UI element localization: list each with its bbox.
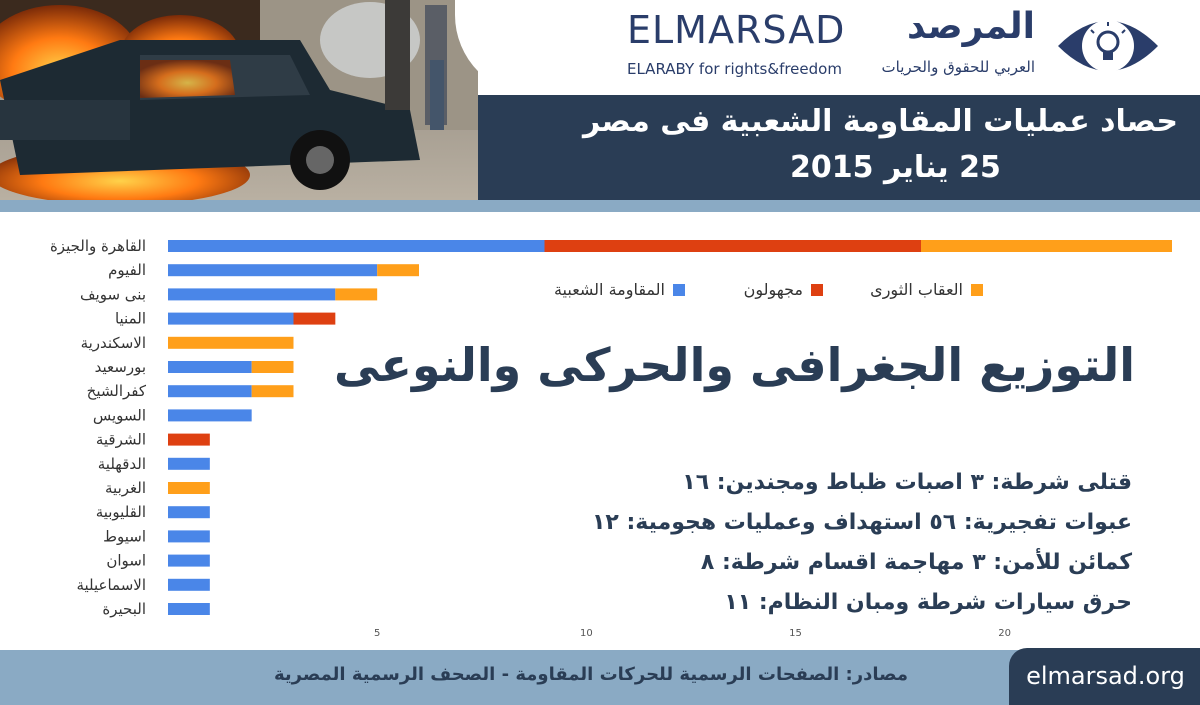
stat-line: حرق سيارات شرطة ومبان النظام: ١١ [724, 590, 1132, 615]
legend-swatch [971, 283, 983, 296]
bar-segment [168, 482, 210, 494]
tick-labels-group: 5 10 15 20 [374, 628, 1011, 639]
title-band [478, 95, 1200, 200]
category-label: القليوبية [96, 503, 146, 521]
legend-label: مجهولون [743, 280, 803, 299]
stat-line: قتلى شرطة: ٣ اصبات ظباط ومجندين: ١٦ [682, 470, 1132, 495]
header: ELMARSAD ELARABY for rights&freedom المر… [0, 0, 1200, 200]
brand-tagline-en: ELARABY for rights&freedom [627, 60, 842, 78]
category-label: الفيوم [108, 261, 146, 279]
stacked-bar-chart: القاهرة والجيزة الفيوم بنى سويف المنيا الاسك… [50, 237, 1172, 639]
brand-name-ar: المرصد [907, 6, 1035, 47]
bar-segment [168, 578, 210, 591]
bar-segment [168, 336, 294, 349]
header-photo [0, 0, 478, 200]
bar-segment [168, 288, 336, 301]
category-label: الشرقية [96, 431, 146, 449]
x-tick-label: 20 [998, 628, 1011, 639]
legend-swatch [673, 283, 685, 296]
category-label: الاسكندرية [81, 334, 146, 352]
chart-legend: العقاب الثورى مجهولون المقاومة الشعبية [505, 280, 995, 304]
category-label: المنيا [115, 310, 146, 328]
burning-car-image [0, 0, 478, 200]
category-labels-group: القاهرة والجيزة الفيوم بنى سويف المنيا الاسك… [50, 237, 147, 618]
legend-item-popular-resistance: المقاومة الشعبية [554, 280, 685, 299]
bar-segment [377, 264, 419, 277]
category-label: الدقهلية [98, 455, 146, 473]
bar-segment [921, 240, 1172, 252]
category-label: الغربية [105, 479, 146, 497]
bar-segment [168, 433, 210, 446]
bar-segment [251, 385, 294, 398]
stat-line: عبوات تفجيرية: ٥٦ استهداف وعمليات هجومية… [591, 510, 1132, 535]
brand-name-en: ELMARSAD [627, 8, 846, 52]
legend-label: العقاب الثورى [870, 280, 963, 299]
chart-area: القاهرة والجيزة الفيوم بنى سويف المنيا الاسك… [0, 212, 1200, 647]
category-label: كفرالشيخ [87, 382, 147, 400]
x-tick-label: 10 [580, 628, 593, 639]
category-label: اسوان [106, 552, 146, 570]
x-tick-label: 15 [789, 628, 802, 639]
footer: مصادر: الصفحات الرسمية للحركات المقاومة … [0, 648, 1200, 705]
legend-swatch [811, 283, 823, 296]
category-label: اسيوط [103, 527, 146, 545]
legend-item-revolutionary-punishment: العقاب الثورى [870, 280, 983, 299]
bar-segment [168, 506, 210, 519]
bar-segment [168, 264, 378, 277]
bar-segment [168, 385, 252, 398]
bar-segment [544, 240, 921, 252]
logo-area: ELMARSAD ELARABY for rights&freedom المر… [455, 0, 1200, 95]
bar-segment [293, 312, 336, 325]
x-tick-label: 5 [374, 628, 380, 639]
chart-subtitle: التوزيع الجغرافى والحركى والنوعى [334, 338, 1135, 392]
brand-tagline-ar: العربي للحقوق والحريات [881, 58, 1035, 76]
category-label: بورسعيد [95, 358, 146, 376]
category-label: القاهرة والجيزة [50, 237, 146, 255]
category-label: السويس [93, 406, 146, 424]
bar-segment [168, 530, 210, 543]
bars-group [168, 240, 1172, 615]
legend-item-unknown: مجهولون [744, 280, 823, 299]
main-title: حصاد عمليات المقاومة الشعبية فى مصر [583, 104, 1178, 139]
legend-label: المقاومة الشعبية [553, 280, 665, 299]
bar-segment [168, 361, 252, 373]
category-label: الاسماعيلية [76, 576, 146, 594]
bar-segment [168, 409, 252, 422]
eye-bulb-logo-icon [1058, 20, 1158, 72]
website-link[interactable]: elmarsad.org [1009, 648, 1200, 705]
bar-segment [168, 554, 210, 567]
bar-segment [335, 288, 378, 301]
stats-list: قتلى شرطة: ٣ اصبات ظباط ومجندين: ١٦ عبوا… [450, 463, 1132, 623]
category-label: البحيرة [102, 600, 146, 618]
bar-segment [251, 361, 294, 373]
category-label: بنى سويف [80, 285, 146, 303]
bar-segment [168, 312, 294, 325]
sources-text: مصادر: الصفحات الرسمية للحركات المقاومة … [273, 664, 908, 685]
stat-line: كمائن للأمن: ٣ مهاجمة اقسام شرطة: ٨ [700, 550, 1132, 575]
bar-segment [168, 457, 210, 470]
bar-segment [168, 240, 545, 252]
bar-segment [168, 603, 210, 615]
top-divider [0, 200, 1200, 212]
main-date: 25 يناير 2015 [790, 150, 1001, 185]
